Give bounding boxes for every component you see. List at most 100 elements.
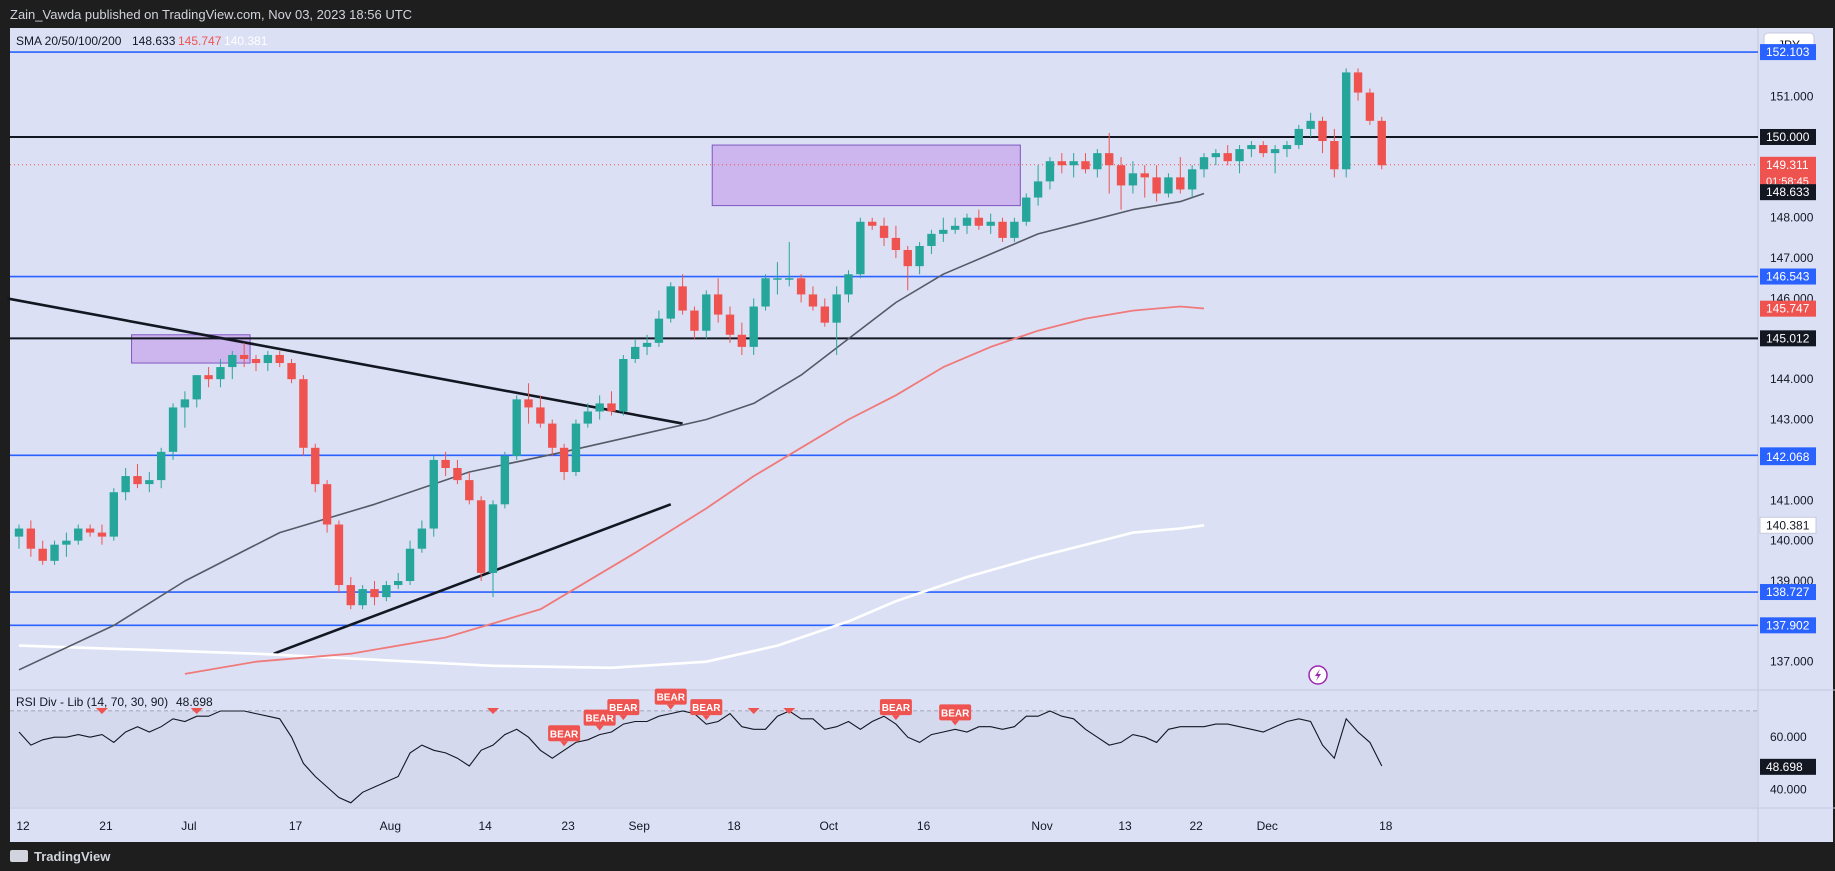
bear-label-pointer-5 — [891, 715, 900, 721]
candle-body — [962, 217, 972, 226]
candle-12 — [157, 447, 166, 489]
candle-body — [180, 399, 190, 408]
candle-body — [311, 447, 320, 485]
candle-114 — [1365, 88, 1375, 125]
candle-32 — [394, 572, 403, 590]
price-tick-8: 148.000 — [1770, 211, 1814, 225]
candle-40 — [488, 500, 498, 598]
candle-1 — [26, 520, 36, 557]
candle-body — [1033, 181, 1043, 198]
rsi-tick-0: 40.000 — [1770, 783, 1807, 797]
candle-body — [856, 221, 865, 275]
candle-body — [974, 217, 984, 226]
candle-103 — [1235, 145, 1244, 174]
candle-body — [1010, 221, 1019, 238]
level-label-6-bg — [1760, 617, 1816, 634]
candle-body — [631, 346, 640, 359]
tradingview-logo[interactable]: TradingView — [10, 849, 110, 864]
candle-9 — [121, 467, 130, 501]
candle-58 — [702, 290, 711, 339]
candle-body — [370, 589, 379, 598]
candle-92 — [1105, 132, 1114, 194]
candle-body — [666, 286, 675, 319]
candle-body — [26, 528, 36, 549]
time-tick-7: Sep — [629, 819, 651, 833]
candle-body — [1199, 157, 1209, 170]
candle-66 — [796, 274, 806, 303]
candle-91 — [1093, 149, 1102, 178]
candle-43 — [524, 383, 533, 424]
candle-10 — [133, 463, 142, 489]
candle-111 — [1330, 128, 1339, 178]
candle-body — [1235, 149, 1244, 162]
candle-84 — [1010, 217, 1019, 242]
candle-23 — [287, 359, 296, 384]
candle-body — [441, 459, 450, 468]
time-tick-15: 18 — [1379, 819, 1393, 833]
candle-46 — [559, 443, 569, 481]
bear-label-text-5: BEAR — [882, 703, 911, 714]
candle-body — [1069, 161, 1078, 166]
candle-75 — [903, 245, 912, 291]
candle-82 — [986, 213, 995, 234]
candle-109 — [1306, 112, 1315, 137]
candle-body — [500, 455, 510, 505]
candle-93 — [1116, 157, 1126, 210]
candle-body — [619, 359, 628, 412]
sma100-line — [184, 305, 1205, 675]
candle-51 — [619, 354, 628, 416]
candle-54 — [654, 310, 664, 347]
candle-body — [299, 379, 308, 448]
candle-36 — [441, 451, 450, 477]
tradingview-logo-icon — [10, 850, 28, 862]
candle-2 — [38, 540, 47, 565]
candle-body — [1306, 120, 1315, 129]
candle-35 — [429, 455, 438, 537]
rsi-legend-label: RSI Div - Lib (14, 70, 30, 90) — [16, 695, 168, 709]
bear-label-4 — [690, 699, 723, 716]
candle-7 — [97, 524, 107, 545]
candle-body — [1140, 173, 1149, 178]
candle-body — [38, 548, 47, 561]
candle-body — [1152, 177, 1161, 194]
candle-16 — [204, 367, 213, 388]
candle-70 — [844, 270, 853, 303]
candle-body — [85, 528, 95, 533]
candle-56 — [678, 274, 687, 315]
candle-body — [868, 221, 877, 226]
candle-81 — [974, 209, 984, 230]
candle-45 — [548, 419, 557, 456]
rsi-band — [10, 710, 1758, 808]
level-label-1-bg — [1760, 128, 1816, 145]
level-label-0-bg — [1760, 44, 1816, 61]
bear-label-pointer-0 — [560, 741, 569, 747]
candle-body — [891, 237, 901, 251]
candle-85 — [1022, 193, 1031, 226]
candle-body — [832, 294, 841, 323]
candle-body — [1022, 197, 1031, 222]
candle-body — [251, 359, 261, 364]
trendline-1 — [273, 503, 672, 655]
candle-body — [1093, 153, 1102, 170]
candle-17 — [216, 359, 225, 388]
candle-4 — [62, 532, 71, 557]
time-axis-bg — [10, 808, 1758, 842]
candle-body — [998, 221, 1007, 238]
candle-30 — [370, 581, 379, 606]
candle-body — [915, 245, 924, 267]
candle-body — [109, 492, 118, 537]
price-tick-3: 141.000 — [1770, 493, 1814, 507]
candle-body — [512, 399, 521, 456]
candle-76 — [915, 241, 924, 275]
candle-body — [1081, 161, 1090, 170]
time-tick-5: 14 — [478, 819, 492, 833]
candle-94 — [1128, 161, 1138, 194]
candle-body — [1045, 161, 1055, 182]
candle-body — [192, 375, 201, 400]
price-label-4-bg — [1759, 516, 1817, 534]
candle-body — [14, 528, 24, 537]
candle-body — [1294, 128, 1303, 146]
candle-57 — [690, 306, 699, 339]
candle-body — [394, 581, 403, 586]
